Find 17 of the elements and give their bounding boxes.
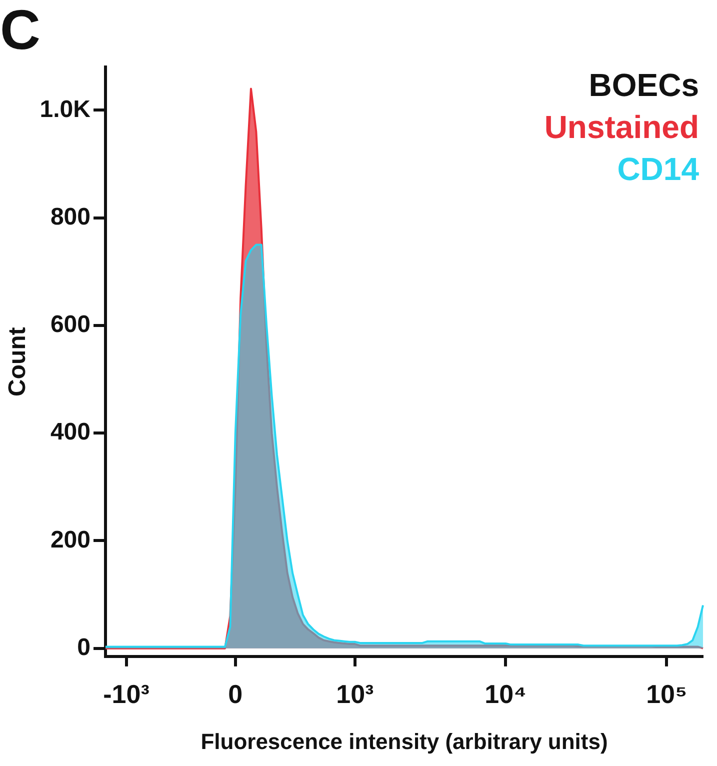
x-tick-label: 10³	[336, 679, 374, 710]
x-tick-label: 10⁴	[484, 679, 526, 710]
y-axis-title: Count	[4, 327, 32, 396]
y-tick-label: 800	[50, 203, 90, 230]
x-tick-label: 10⁵	[646, 679, 688, 710]
y-tick-label: 200	[50, 526, 90, 554]
y-tick-label: 0	[77, 634, 90, 661]
y-tick-label: 600	[50, 311, 90, 338]
y-tick-label: 1.0K	[40, 96, 92, 123]
x-tick-label: -10³	[103, 679, 150, 710]
text: CD14	[617, 151, 700, 188]
legend-title: BOECs	[588, 67, 699, 104]
x-axis-title: Fluorescence intensity (arbitrary units)	[200, 728, 608, 754]
y-tick-label: 400	[50, 418, 90, 446]
text: Unstained	[544, 109, 699, 146]
x-tick-label: 0	[228, 679, 243, 710]
chart-title: C	[0, 0, 40, 62]
